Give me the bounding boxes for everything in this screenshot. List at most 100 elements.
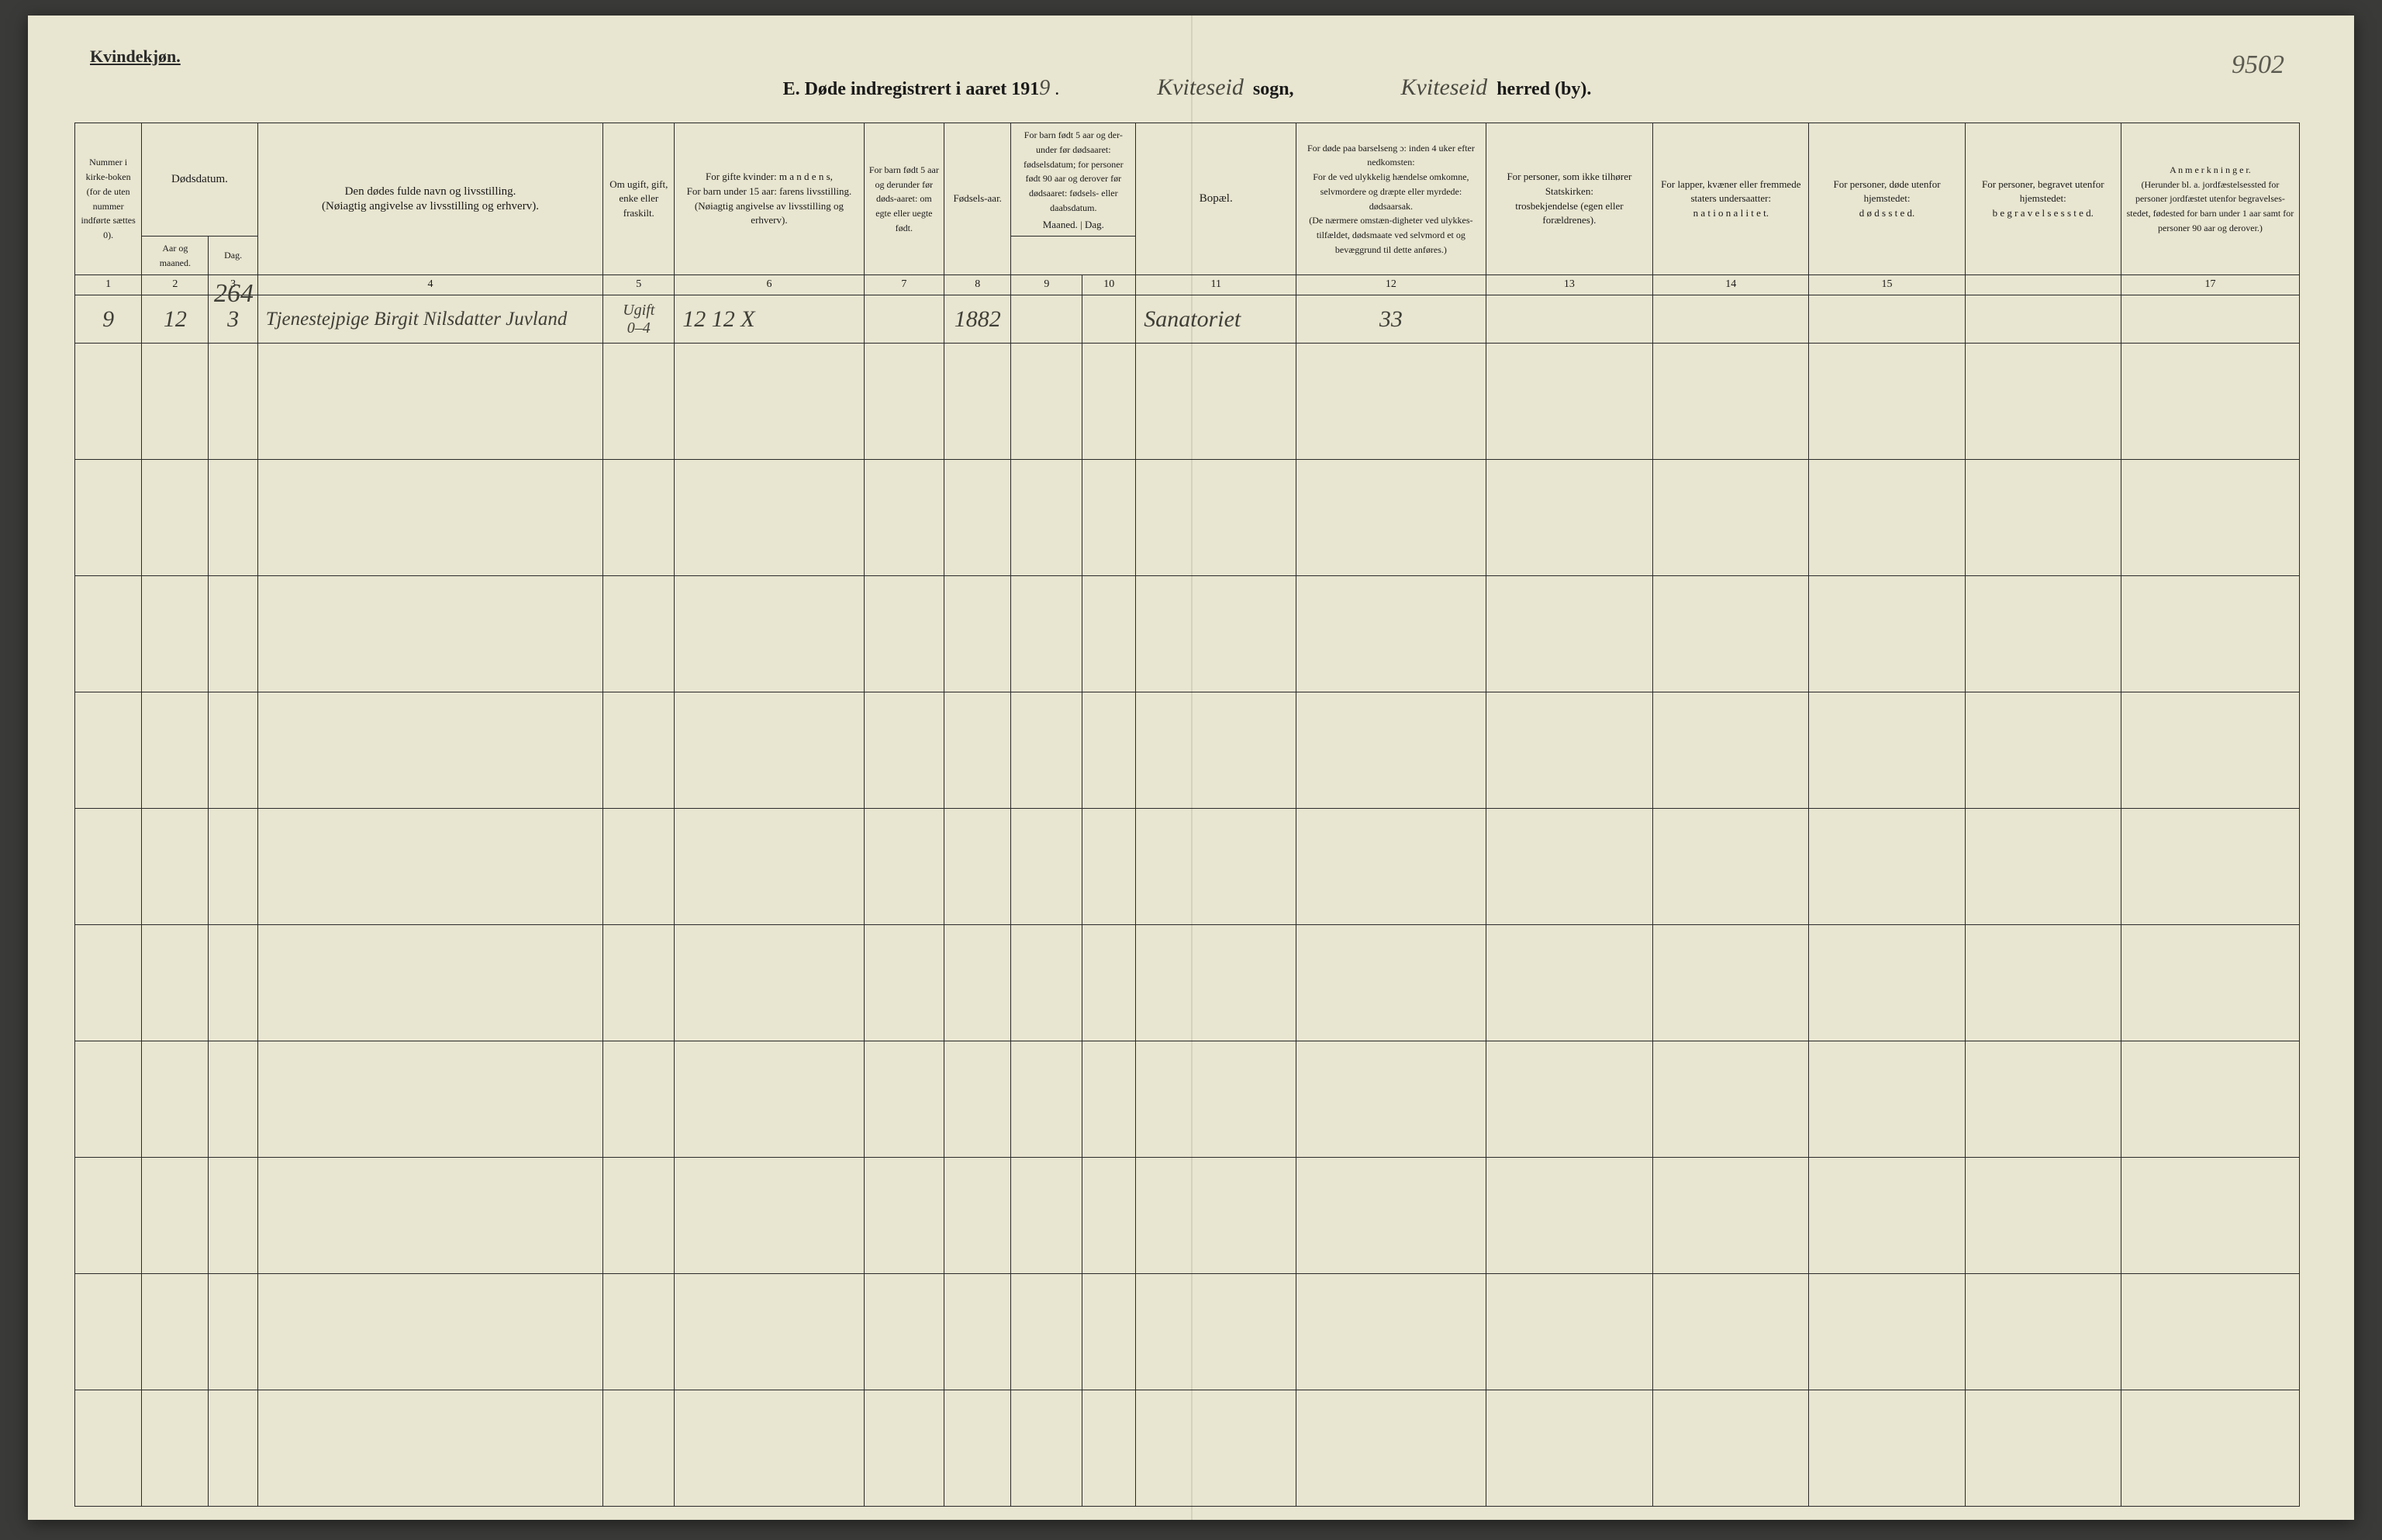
blank-cell <box>864 576 944 692</box>
title-dot: . <box>1050 79 1059 99</box>
blank-cell <box>257 692 603 809</box>
blank-cell <box>1136 344 1296 460</box>
col-header-7: For barn født 5 aar og derunder før døds… <box>864 123 944 275</box>
blank-cell <box>1653 1041 1809 1158</box>
blank-cell <box>1296 344 1486 460</box>
blank-cell <box>1486 925 1653 1041</box>
blank-cell <box>944 1158 1011 1274</box>
blank-cell <box>1486 692 1653 809</box>
blank-cell <box>2121 1041 2299 1158</box>
blank-cell <box>675 344 864 460</box>
blank-cell <box>1965 809 2121 925</box>
herred-name: Kviteseid <box>1396 74 1493 100</box>
blank-cell <box>1809 692 1965 809</box>
blank-cell <box>1136 1274 1296 1390</box>
blank-cell <box>142 809 209 925</box>
blank-cell <box>1136 1158 1296 1274</box>
table-row-blank <box>75 344 2300 460</box>
blank-cell <box>944 1274 1011 1390</box>
blank-cell <box>142 460 209 576</box>
blank-cell <box>1809 1158 1965 1274</box>
blank-cell <box>2121 576 2299 692</box>
blank-cell <box>1809 460 1965 576</box>
cell-status: Ugift 0–4 <box>603 295 675 344</box>
col-header-3: Dag. <box>209 236 257 275</box>
blank-cell <box>1296 1274 1486 1390</box>
col-header-14: For lapper, kvæner eller fremmede stater… <box>1653 123 1809 275</box>
blank-cell <box>75 1041 142 1158</box>
col-header-1: Nummer i kirke-boken (for de uten nummer… <box>75 123 142 275</box>
table-row-blank <box>75 809 2300 925</box>
blank-cell <box>142 1041 209 1158</box>
blank-cell <box>944 809 1011 925</box>
colnum-15: 15 <box>1809 275 1965 295</box>
colnum-5: 5 <box>603 275 675 295</box>
herred-label: herred (by). <box>1497 79 1591 99</box>
table-row-blank <box>75 1158 2300 1274</box>
blank-cell <box>1136 460 1296 576</box>
table-row: 9 12 3 Tjenestejpige Birgit Nilsdatter J… <box>75 295 2300 344</box>
blank-cell <box>1486 576 1653 692</box>
blank-cell <box>1296 1158 1486 1274</box>
page-title: E. Døde indregistrert i aaret 1919 . Kvi… <box>74 74 2300 101</box>
blank-cell <box>1653 460 1809 576</box>
colnum-1: 1 <box>75 275 142 295</box>
blank-cell <box>209 576 257 692</box>
cell-7 <box>864 295 944 344</box>
cell-9 <box>1011 295 1082 344</box>
blank-cell <box>1965 1274 2121 1390</box>
cell-birthyear: 1882 <box>944 295 1011 344</box>
blank-cell <box>1011 925 1082 1041</box>
blank-cell <box>1486 1390 1653 1507</box>
col-header-12: For døde paa barselseng ɔ: inden 4 uker … <box>1296 123 1486 275</box>
title-year-hand: 9 <box>1039 76 1050 100</box>
blank-cell <box>2121 1390 2299 1507</box>
blank-cell <box>1082 1158 1136 1274</box>
colnum-2: 2 <box>142 275 209 295</box>
blank-cell <box>1965 1390 2121 1507</box>
blank-cell <box>1296 1041 1486 1158</box>
blank-cell <box>75 1158 142 1274</box>
blank-cell <box>603 809 675 925</box>
colnum-16 <box>1965 275 2121 295</box>
col-header-13: For personer, som ikke tilhører Statskir… <box>1486 123 1653 275</box>
blank-cell <box>209 1158 257 1274</box>
blank-cell <box>1965 576 2121 692</box>
blank-cell <box>1809 809 1965 925</box>
blank-cell <box>864 344 944 460</box>
blank-cell <box>603 692 675 809</box>
cell-12: 33 <box>1296 295 1486 344</box>
blank-cell <box>675 925 864 1041</box>
blank-cell <box>2121 460 2299 576</box>
blank-cell <box>1809 344 1965 460</box>
blank-cell <box>864 692 944 809</box>
colnum-17: 17 <box>2121 275 2299 295</box>
col-header-17: A n m e r k n i n g e r. (Herunder bl. a… <box>2121 123 2299 275</box>
blank-cell <box>1136 576 1296 692</box>
sogn-label: sogn, <box>1253 79 1294 99</box>
blank-cell <box>1653 576 1809 692</box>
blank-cell <box>1136 1390 1296 1507</box>
blank-cell <box>864 925 944 1041</box>
blank-cell <box>1809 1390 1965 1507</box>
blank-cell <box>142 692 209 809</box>
blank-cell <box>675 1274 864 1390</box>
blank-cell <box>864 460 944 576</box>
blank-cell <box>1486 344 1653 460</box>
blank-cell <box>1296 460 1486 576</box>
blank-cell <box>257 1274 603 1390</box>
blank-cell <box>257 576 603 692</box>
blank-cell <box>1082 809 1136 925</box>
blank-cell <box>1082 692 1136 809</box>
blank-cell <box>75 344 142 460</box>
document-page: 9502 Kvindekjøn. E. Døde indregistrert i… <box>28 16 2354 1520</box>
blank-cell <box>257 1390 603 1507</box>
blank-cell <box>1653 1158 1809 1274</box>
blank-cell <box>675 809 864 925</box>
blank-cell <box>2121 692 2299 809</box>
colnum-7: 7 <box>864 275 944 295</box>
cell-month: 12 <box>142 295 209 344</box>
blank-cell <box>75 692 142 809</box>
blank-cell <box>1486 809 1653 925</box>
blank-cell <box>944 1041 1011 1158</box>
